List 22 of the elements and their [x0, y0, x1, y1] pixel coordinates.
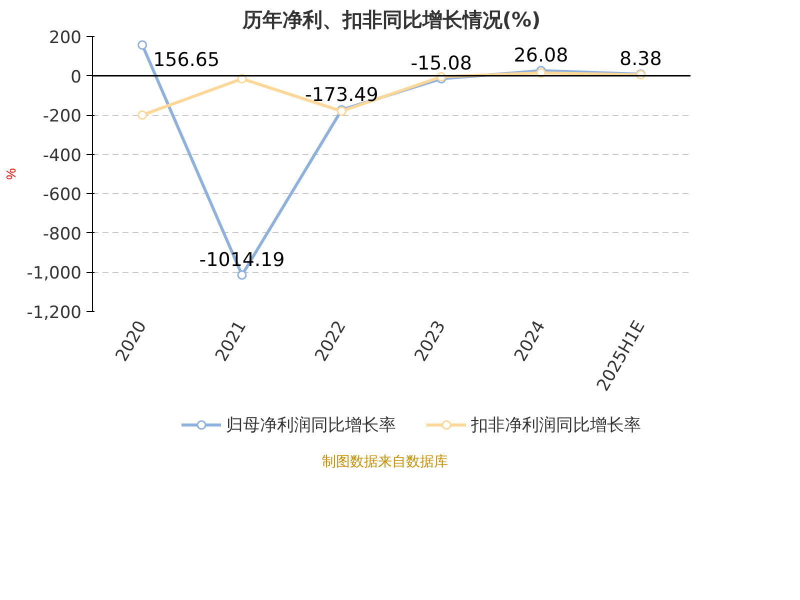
- text: 制图数据来自数据库: [322, 453, 448, 472]
- y-tick-label: -200: [42, 106, 82, 127]
- data-label: 8.38: [620, 48, 662, 70]
- y-tick-label: 200: [49, 28, 82, 48]
- chart-title: 历年净利、扣非同比增长情况(%): [241, 8, 541, 32]
- y-tick-label: 0: [70, 67, 82, 88]
- y-tick-label: -400: [42, 146, 82, 166]
- y-axis-title: %: [4, 168, 19, 180]
- data-label: -15.08: [410, 52, 472, 75]
- point: [138, 40, 148, 50]
- data-label: -1014.19: [199, 249, 285, 271]
- data-label: 156.65: [153, 49, 220, 72]
- y-tick-label: -1,000: [26, 264, 82, 284]
- legend-label: 归母净利润同比增长率: [226, 414, 396, 436]
- y-tick-label: -800: [42, 224, 82, 244]
- y-tick-label: -600: [42, 185, 82, 206]
- data-label: -173.49: [305, 84, 378, 106]
- y-tick-label: -1,200: [26, 303, 82, 323]
- point: [237, 270, 247, 280]
- legend-label: 扣非净利润同比增长率: [471, 414, 641, 436]
- data-label: 26.08: [514, 44, 568, 67]
- point: [138, 110, 148, 120]
